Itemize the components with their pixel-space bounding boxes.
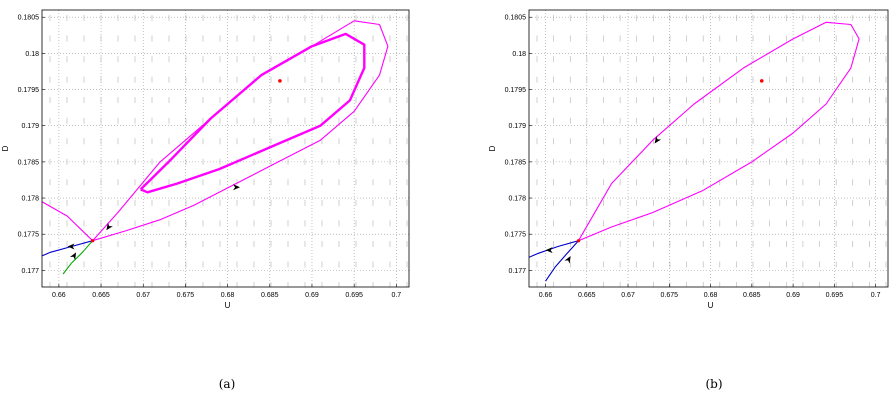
x-tick-label: 0.695 bbox=[345, 292, 363, 299]
equilibrium-point bbox=[759, 79, 764, 83]
x-tick-label: 0.665 bbox=[578, 292, 596, 299]
panel-caption: (a) bbox=[219, 377, 236, 391]
plot-frame bbox=[41, 9, 410, 288]
x-tick-label: 0.7 bbox=[871, 292, 881, 299]
grid bbox=[42, 10, 409, 287]
direction-arrow bbox=[233, 184, 241, 191]
direction-arrow bbox=[564, 256, 571, 264]
y-tick-label: 0.18 bbox=[512, 51, 526, 58]
x-tick-label: 0.69 bbox=[786, 292, 800, 299]
series-group bbox=[529, 21, 860, 282]
vector-field bbox=[49, 15, 408, 287]
y-tick-label: 0.18 bbox=[25, 51, 39, 58]
series-homoclinic-orbit bbox=[578, 21, 860, 242]
vector-field bbox=[536, 15, 887, 287]
direction-arrow bbox=[106, 222, 113, 231]
series-unstable-manifold-left bbox=[42, 240, 93, 257]
x-tick-label: 0.66 bbox=[539, 292, 553, 299]
x-tick-label: 0.68 bbox=[221, 292, 235, 299]
direction-arrow bbox=[545, 247, 553, 254]
x-tick-label: 0.675 bbox=[661, 292, 679, 299]
x-axis-label: U bbox=[708, 301, 714, 310]
x-axis-label: U bbox=[225, 301, 231, 310]
y-tick-label: 0.1795 bbox=[18, 87, 40, 94]
saddle-point bbox=[576, 239, 581, 243]
x-tick-label: 0.675 bbox=[177, 292, 195, 299]
y-tick-label: 0.179 bbox=[21, 123, 39, 130]
series-group bbox=[42, 20, 389, 275]
y-axis-label: D bbox=[488, 145, 497, 151]
y-tick-label: 0.1795 bbox=[505, 87, 527, 94]
y-tick-label: 0.1785 bbox=[18, 159, 40, 166]
series-stable-manifold-lower bbox=[62, 240, 94, 275]
x-tick-label: 0.685 bbox=[261, 292, 279, 299]
y-tick-label: 0.179 bbox=[508, 123, 526, 130]
y-tick-label: 0.178 bbox=[508, 196, 526, 203]
x-tick-label: 0.685 bbox=[743, 292, 761, 299]
y-tick-label: 0.178 bbox=[21, 196, 39, 203]
equilibrium-point bbox=[278, 79, 282, 83]
x-tick-label: 0.68 bbox=[704, 292, 718, 299]
y-tick-label: 0.1775 bbox=[505, 232, 527, 239]
saddle-point bbox=[91, 239, 95, 243]
y-tick-label: 0.1785 bbox=[505, 159, 527, 166]
x-tick-label: 0.69 bbox=[305, 292, 319, 299]
x-tick-label: 0.695 bbox=[826, 292, 844, 299]
plot-frame bbox=[528, 9, 889, 288]
y-axis-label: D bbox=[1, 145, 10, 151]
series-limit-cycle bbox=[139, 32, 366, 194]
x-tick-label: 0.665 bbox=[92, 292, 110, 299]
x-tick-label: 0.67 bbox=[136, 292, 150, 299]
y-tick-label: 0.1775 bbox=[18, 232, 40, 239]
x-tick-label: 0.67 bbox=[621, 292, 635, 299]
x-tick-label: 0.66 bbox=[52, 292, 66, 299]
series-stable-manifold-lower bbox=[545, 240, 579, 282]
x-tick-label: 0.7 bbox=[391, 292, 401, 299]
direction-arrow bbox=[654, 136, 662, 144]
panel-b: 0.66 0.665 0.67 0.675 0.68 0.685 0.69 0.695 0.7 0… bbox=[488, 9, 889, 391]
y-tick-label: 0.1805 bbox=[18, 15, 40, 22]
y-tick-label: 0.177 bbox=[21, 268, 39, 275]
direction-arrow bbox=[69, 252, 77, 260]
grid bbox=[529, 10, 888, 287]
y-tick-label: 0.177 bbox=[508, 268, 526, 275]
direction-arrow bbox=[67, 243, 75, 250]
series-outer-orbit bbox=[42, 20, 389, 242]
panel-caption: (b) bbox=[705, 377, 722, 391]
panel-a: 0.66 0.665 0.67 0.675 0.68 0.685 0.69 0.695 0.7 0… bbox=[1, 9, 410, 391]
y-tick-label: 0.1805 bbox=[505, 15, 527, 22]
